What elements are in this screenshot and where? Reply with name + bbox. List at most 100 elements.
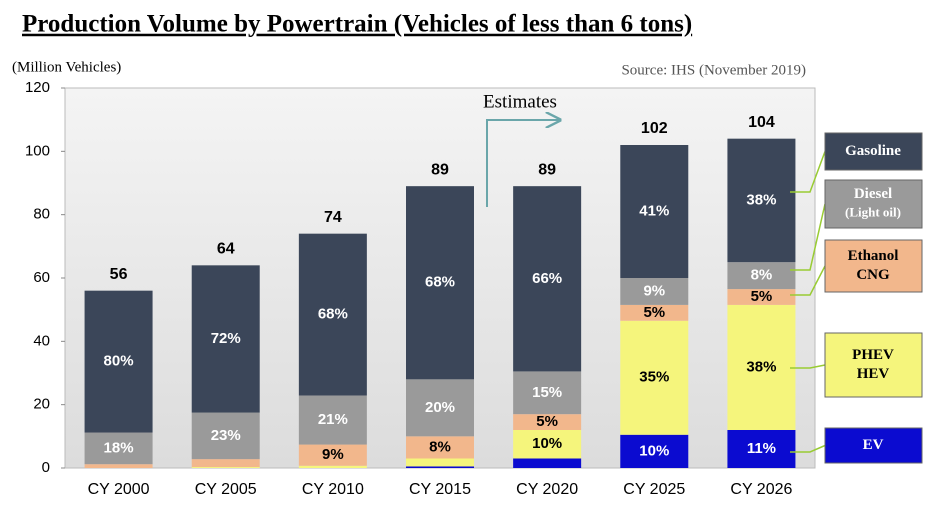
bar-segment — [620, 320, 689, 435]
x-tick-label: CY 2000 — [88, 481, 150, 498]
bar-segment — [513, 186, 582, 372]
segment-label: 21% — [318, 411, 348, 428]
total-label: 56 — [110, 266, 128, 283]
y-tick-label: 0 — [42, 459, 50, 476]
bar-segment — [191, 265, 260, 413]
segment-label: 72% — [211, 330, 241, 347]
bar-segment — [513, 371, 582, 415]
bar-segment — [298, 465, 367, 468]
legend-label: HEV — [857, 366, 890, 382]
legend-connector — [790, 444, 826, 453]
segment-label: 9% — [322, 446, 344, 463]
legend-swatch — [824, 427, 923, 464]
bar-segment — [727, 304, 796, 430]
bar-segment — [620, 145, 689, 278]
segment-label: 11% — [747, 440, 776, 457]
x-tick-label: CY 2010 — [302, 481, 364, 498]
legend-connector — [790, 265, 826, 296]
legend-label: PHEV — [852, 347, 894, 363]
segment-label: 10% — [639, 442, 669, 459]
total-label: 89 — [431, 161, 449, 178]
segment-label: 20% — [425, 399, 455, 416]
chart-title: Production Volume by Powertrain (Vehicle… — [22, 11, 692, 38]
bar-segment — [727, 138, 796, 263]
total-label: 74 — [324, 209, 342, 226]
bar-segment — [620, 434, 689, 468]
segment-label: 8% — [429, 438, 451, 455]
segment-label: 9% — [643, 282, 665, 299]
segment-label: 5% — [536, 413, 558, 430]
x-tick-label: CY 2025 — [623, 481, 685, 498]
bar-segment — [727, 289, 796, 305]
segment-label: 38% — [746, 191, 776, 208]
bar-segment — [406, 186, 474, 380]
legend-swatch — [824, 179, 923, 229]
segment-label: 68% — [425, 274, 455, 291]
bar-segment — [191, 459, 260, 468]
bar-segment — [406, 436, 474, 459]
y-tick-label: 20 — [33, 396, 50, 413]
legend-swatch — [824, 132, 923, 171]
bar-segment — [84, 464, 153, 468]
y-tick-label: 40 — [33, 332, 50, 349]
segment-label: 18% — [104, 439, 134, 456]
legend-label: EV — [863, 437, 884, 453]
bar-segment — [620, 278, 689, 305]
y-tick-label: 60 — [33, 269, 50, 286]
x-tick-label: CY 2015 — [409, 481, 471, 498]
bar-segment — [298, 395, 367, 445]
y-tick-label: 100 — [25, 142, 50, 159]
bar-segment — [406, 458, 474, 467]
bar-segment — [620, 304, 689, 321]
legend-connector — [790, 203, 826, 271]
total-label: 89 — [538, 161, 556, 178]
legend-label: CNG — [856, 267, 890, 283]
total-label: 64 — [217, 241, 235, 258]
total-label: 104 — [748, 114, 775, 131]
bar-segment — [406, 379, 474, 437]
annotation: Estimates — [483, 91, 557, 112]
bar-segment — [191, 467, 260, 468]
legend-label: Diesel — [854, 186, 892, 202]
estimates-arrow — [486, 120, 560, 207]
bar-segment — [513, 458, 582, 468]
segment-label: 68% — [318, 306, 348, 323]
total-label: 102 — [641, 120, 668, 137]
bar-segment — [406, 466, 474, 468]
bar-segment — [298, 233, 367, 396]
legend-swatch — [824, 332, 923, 398]
bar-segment — [513, 414, 582, 430]
segment-label: 23% — [211, 427, 241, 444]
bar-segment — [84, 290, 153, 433]
bar-segment — [727, 430, 796, 468]
legend-label: Ethanol — [848, 248, 899, 264]
x-tick-label: CY 2020 — [516, 481, 578, 498]
segment-label: 5% — [643, 304, 665, 321]
y-tick-label: 80 — [33, 206, 50, 223]
segment-label: 66% — [532, 270, 562, 287]
segment-label: 41% — [639, 202, 669, 219]
segment-label: 35% — [639, 369, 669, 386]
segment-label: 5% — [751, 288, 773, 305]
legend-connector — [790, 364, 826, 369]
segment-label: 80% — [104, 353, 134, 370]
segment-label: 38% — [746, 358, 776, 375]
legend-swatch — [824, 239, 923, 293]
legend-connector — [790, 151, 826, 193]
bar-segment — [727, 262, 796, 290]
segment-label: 10% — [532, 435, 562, 452]
bar-segment — [513, 430, 582, 459]
y-tick-label: 120 — [25, 79, 50, 96]
segment-label: 15% — [532, 384, 562, 401]
legend-label: (Light oil) — [845, 204, 901, 219]
legend-label: Gasoline — [845, 143, 901, 159]
y-axis-label: (Million Vehicles) — [12, 59, 121, 75]
bar-segment — [191, 412, 260, 460]
source: Source: IHS (November 2019) — [621, 62, 806, 78]
bar-segment — [84, 432, 153, 465]
segment-label: 8% — [751, 267, 773, 284]
x-tick-label: CY 2026 — [730, 481, 792, 498]
bar-segment — [298, 444, 367, 466]
